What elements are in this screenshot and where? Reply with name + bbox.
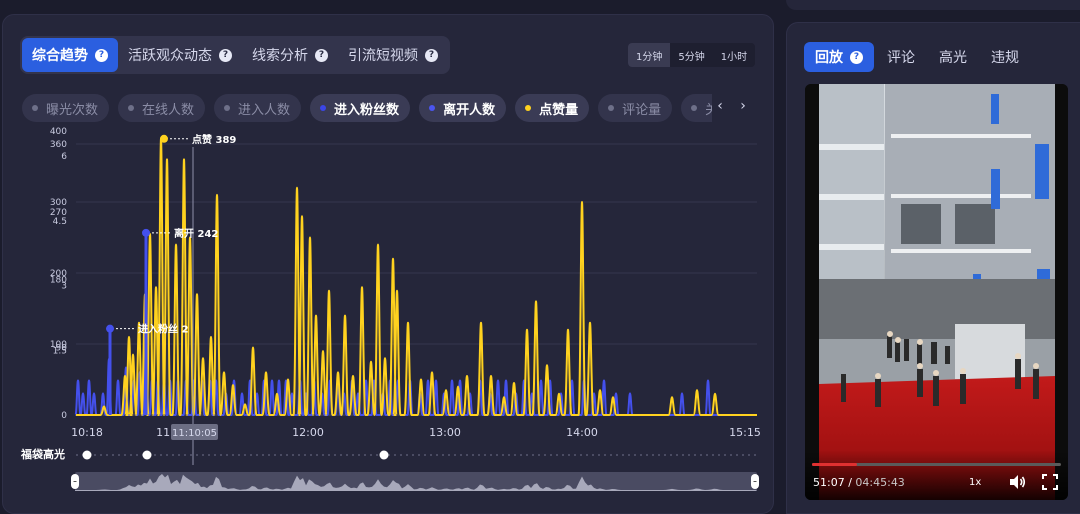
video-controls-backdrop (805, 450, 1068, 500)
x-tick-label: 14:00 (566, 426, 598, 439)
replay-video[interactable]: 51:07 / 04:45:43 1x (805, 84, 1068, 500)
series-line-likes (76, 137, 757, 417)
metric-chip-label: 在线人数 (142, 102, 195, 118)
video-progress-bar[interactable] (812, 463, 1061, 466)
x-tick-label: 15:15 (729, 426, 761, 439)
video-frame-mall-scene (805, 84, 1068, 500)
metric-color-dot (525, 105, 532, 111)
y-tick-label: 3 (61, 282, 67, 292)
x-tick-label: 12:00 (292, 426, 324, 439)
tab-label: 活跃观众动态 (128, 48, 212, 64)
lucky-bag-label: 福袋高光 (20, 447, 65, 461)
metric-chip[interactable]: 进入粉丝数 (310, 94, 411, 122)
metric-chip[interactable]: 在线人数 (118, 94, 206, 122)
tab-highlights[interactable]: 高光 (939, 50, 967, 66)
metric-chip-label: 点赞量 (539, 102, 579, 118)
fullscreen-icon[interactable] (1042, 474, 1058, 490)
help-icon[interactable]: ? (850, 50, 863, 64)
metric-chip-label: 进入粉丝数 (334, 102, 400, 118)
y-tick-label: 360 (50, 140, 67, 150)
y-tick-label: 1.5 (53, 346, 67, 356)
annotation-marker (160, 134, 168, 143)
video-progress-fill (812, 463, 857, 466)
interval-5min[interactable]: 5分钟 (678, 51, 705, 63)
metric-color-dot (608, 105, 615, 111)
tab-label: 引流短视频 (348, 48, 418, 64)
y-tick-label: 200 (50, 269, 67, 279)
tab-replay[interactable]: 回放? (804, 42, 874, 72)
metric-chip[interactable]: 曝光次数 (22, 94, 110, 122)
metric-chip[interactable]: 进入人数 (214, 94, 302, 122)
chevron-right-icon[interactable]: › (740, 98, 746, 114)
y-tick-label: 300 (50, 198, 67, 208)
tab-label: 线索分析 (252, 48, 308, 64)
metric-chip-label: 评论量 (622, 102, 662, 118)
lucky-bag-marker[interactable] (142, 450, 152, 460)
help-icon[interactable]: ? (219, 48, 232, 62)
overview-sparkline (75, 474, 757, 491)
tab-lead-analysis[interactable]: 线索分析? (242, 38, 338, 72)
annotation-marker (142, 228, 150, 237)
tab-comments[interactable]: 评论 (887, 50, 915, 66)
annotation-marker (106, 324, 114, 333)
video-time: 51:07 / 04:45:43 (813, 476, 905, 489)
help-icon[interactable]: ? (315, 48, 328, 62)
interval-selector: 1分钟 5分钟 1小时 (628, 43, 756, 67)
chevron-left-icon[interactable]: ‹ (717, 98, 723, 114)
tab-label: 回放 (815, 50, 843, 66)
metric-color-dot (320, 105, 327, 111)
hover-time-label: 11:10:05 (172, 428, 217, 439)
metric-chip-label: 进入人数 (238, 102, 291, 118)
annotation-label: 点赞 389 (192, 133, 236, 146)
hover-time-badge (171, 424, 218, 440)
right-panel-top-strip (786, 0, 1080, 10)
playback-speed-button[interactable]: 1x (969, 477, 982, 488)
metric-chip-label: 离开人数 (443, 102, 496, 118)
y-tick-label: 400 (50, 127, 67, 137)
metric-color-dot (691, 105, 698, 111)
metric-chip[interactable]: 点赞量 (515, 94, 590, 122)
replay-tabs: 回放? 评论 高光 违规 (804, 42, 1030, 72)
y-tick-label: 0 (61, 411, 67, 421)
tab-active-audience[interactable]: 活跃观众动态? (118, 38, 242, 72)
help-icon[interactable]: ? (95, 48, 108, 62)
metric-chip-label: 关 (705, 102, 712, 118)
x-tick-label: 10:18 (71, 426, 103, 439)
metric-color-dot (224, 105, 231, 111)
annotation-label: 进入粉丝 2 (138, 323, 188, 336)
tab-traffic-videos[interactable]: 引流短视频? (338, 38, 448, 72)
metric-color-dot (32, 105, 38, 111)
lucky-bag-marker[interactable] (379, 450, 389, 460)
x-tick-label: 13:00 (429, 426, 461, 439)
interval-1hour[interactable]: 1小时 (720, 51, 748, 63)
help-icon[interactable]: ? (425, 48, 438, 62)
metric-color-dot (429, 105, 436, 111)
metric-chip[interactable]: 关 (681, 94, 712, 122)
metric-color-dot (128, 105, 135, 111)
lucky-bag-marker[interactable] (82, 450, 92, 460)
metric-chip[interactable]: 评论量 (598, 94, 673, 122)
y-tick-label: 4.5 (53, 217, 67, 227)
tab-violations[interactable]: 违规 (991, 50, 1019, 66)
y-tick-label: 100 (50, 340, 67, 350)
y-tick-label: 90 (56, 343, 68, 353)
metric-chip-label: 曝光次数 (46, 102, 99, 118)
y-tick-label: 6 (61, 152, 67, 162)
y-tick-label: 270 (50, 208, 67, 218)
volume-icon[interactable] (1008, 474, 1026, 490)
y-tick-label: 180 (50, 276, 67, 286)
metric-chip-row: 曝光次数 在线人数 进入人数 进入粉丝数 离开人数 点赞量 评论量 关 (22, 94, 712, 124)
analysis-tabs: 综合趋势? 活跃观众动态? 线索分析? 引流短视频? (20, 36, 450, 74)
trend-chart[interactable]: 400 300 200 100 0 360 270 180 90 6 4.5 3 1.5 点赞 389 离… (0, 125, 772, 514)
metric-chip[interactable]: 离开人数 (419, 94, 507, 122)
video-total-time: 04:45:43 (855, 476, 905, 489)
video-current-time: 51:07 (813, 476, 845, 489)
annotation-label: 离开 242 (174, 227, 218, 240)
tab-label: 综合趋势 (32, 48, 88, 64)
interval-1min[interactable]: 1分钟 (628, 43, 671, 67)
tab-overall-trend[interactable]: 综合趋势? (22, 38, 118, 72)
